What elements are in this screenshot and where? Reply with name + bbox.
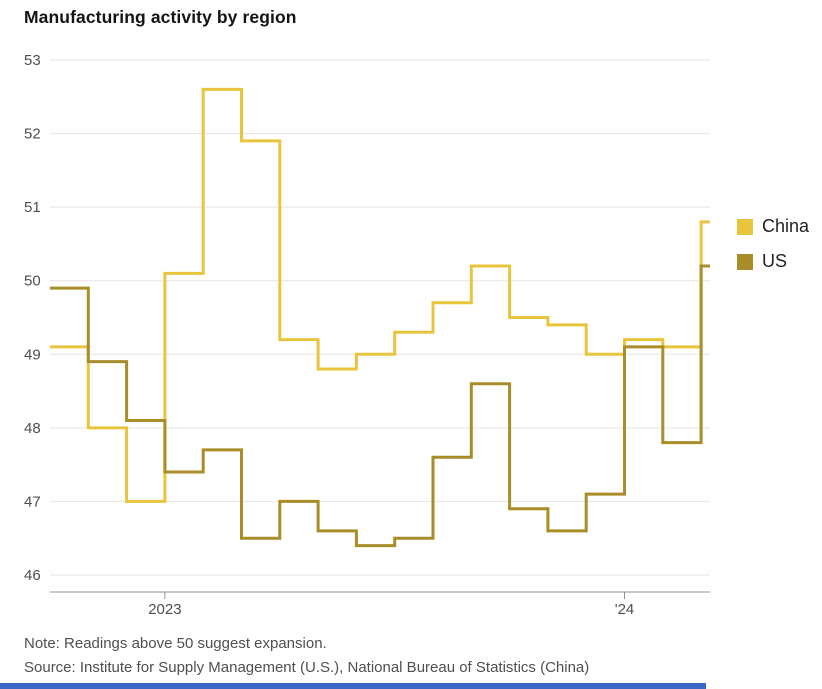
y-axis-label: 48 <box>24 420 41 437</box>
legend-label-us: US <box>762 251 788 271</box>
y-axis-label: 47 <box>24 493 41 510</box>
series-us-line <box>50 264 710 548</box>
legend-item-china: China <box>737 216 809 237</box>
chart-source: Source: Institute for Supply Management … <box>24 659 590 676</box>
series-china-line <box>50 87 710 503</box>
chart-legend: China US <box>737 216 809 272</box>
y-axis-label: 50 <box>24 273 41 290</box>
x-axis-label: '24 <box>615 601 635 618</box>
chart-note: Note: Readings above 50 suggest expansio… <box>24 635 327 652</box>
chart-plot: 53 52 51 50 49 48 47 46 2023 '24 <box>24 52 710 618</box>
y-axis-label: 51 <box>24 199 41 216</box>
bottom-blue-bar <box>0 683 706 689</box>
legend-swatch-us <box>737 253 753 270</box>
y-axis-label: 46 <box>24 567 41 584</box>
y-axis-label: 49 <box>24 346 41 363</box>
legend-item-us: US <box>737 251 809 272</box>
y-axis-label: 53 <box>24 52 41 69</box>
chart-title: Manufacturing activity by region <box>24 7 297 27</box>
y-axis-label: 52 <box>24 126 41 143</box>
x-axis-label: 2023 <box>148 601 181 618</box>
legend-label-china: China <box>762 216 810 236</box>
legend-swatch-china <box>737 218 753 235</box>
